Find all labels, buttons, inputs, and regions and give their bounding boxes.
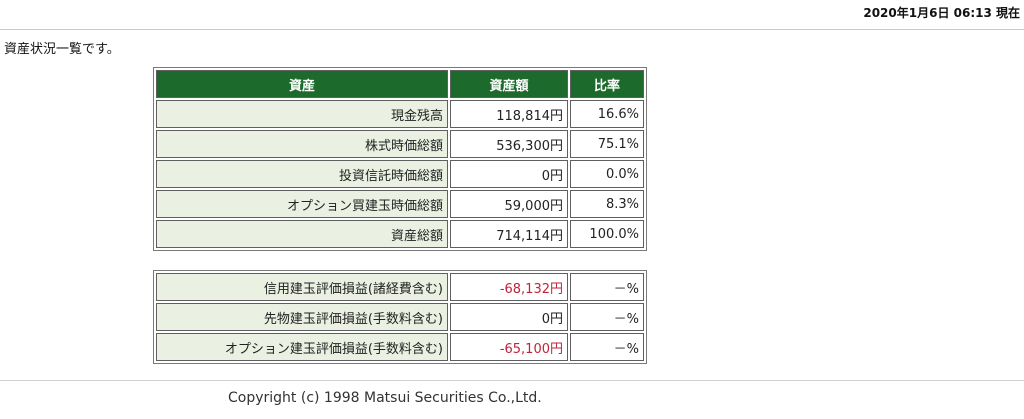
row-ratio: 75.1% bbox=[570, 130, 644, 158]
table-row-cash: 現金残高 118,814円 16.6% bbox=[156, 100, 644, 128]
footer-divider bbox=[0, 380, 1024, 381]
table-row-funds: 投資信託時価総額 0円 0.0% bbox=[156, 160, 644, 188]
row-label: 現金残高 bbox=[156, 100, 448, 128]
row-label: 投資信託時価総額 bbox=[156, 160, 448, 188]
table-row-margin-pl: 信用建玉評価損益(諸経費含む) -68,132円 －% bbox=[156, 273, 644, 301]
row-label: 先物建玉評価損益(手数料含む) bbox=[156, 303, 448, 331]
assets-table: 資産 資産額 比率 現金残高 118,814円 16.6% 株式時価総額 536… bbox=[153, 67, 647, 251]
row-amount: 0円 bbox=[450, 303, 568, 331]
table-row-stocks: 株式時価総額 536,300円 75.1% bbox=[156, 130, 644, 158]
header-ratio: 比率 bbox=[570, 70, 644, 98]
row-ratio: 16.6% bbox=[570, 100, 644, 128]
table-row-futures-pl: 先物建玉評価損益(手数料含む) 0円 －% bbox=[156, 303, 644, 331]
header-amount: 資産額 bbox=[450, 70, 568, 98]
header-asset: 資産 bbox=[156, 70, 448, 98]
row-label: オプション買建玉時価総額 bbox=[156, 190, 448, 218]
row-label: オプション建玉評価損益(手数料含む) bbox=[156, 333, 448, 361]
header-bar: 2020年1月6日 06:13 現在 bbox=[0, 0, 1024, 30]
row-amount: -65,100円 bbox=[450, 333, 568, 361]
row-ratio: －% bbox=[570, 273, 644, 301]
table-row-options-pl: オプション建玉評価損益(手数料含む) -65,100円 －% bbox=[156, 333, 644, 361]
row-ratio: 8.3% bbox=[570, 190, 644, 218]
row-amount: -68,132円 bbox=[450, 273, 568, 301]
assets-table-header-row: 資産 資産額 比率 bbox=[156, 70, 644, 98]
table-row-options-long: オプション買建玉時価総額 59,000円 8.3% bbox=[156, 190, 644, 218]
row-label: 資産総額 bbox=[156, 220, 448, 248]
row-amount: 536,300円 bbox=[450, 130, 568, 158]
as-of-datetime: 2020年1月6日 06:13 現在 bbox=[863, 6, 1020, 20]
row-ratio: 100.0% bbox=[570, 220, 644, 248]
row-amount: 0円 bbox=[450, 160, 568, 188]
row-amount: 118,814円 bbox=[450, 100, 568, 128]
row-amount: 714,114円 bbox=[450, 220, 568, 248]
row-ratio: 0.0% bbox=[570, 160, 644, 188]
table-row-total: 資産総額 714,114円 100.0% bbox=[156, 220, 644, 248]
row-amount: 59,000円 bbox=[450, 190, 568, 218]
row-label: 信用建玉評価損益(諸経費含む) bbox=[156, 273, 448, 301]
row-ratio: －% bbox=[570, 303, 644, 331]
intro-text: 資産状況一覧です。 bbox=[4, 42, 120, 57]
row-ratio: －% bbox=[570, 333, 644, 361]
copyright-text: Copyright (c) 1998 Matsui Securities Co.… bbox=[228, 390, 542, 406]
pl-table: 信用建玉評価損益(諸経費含む) -68,132円 －% 先物建玉評価損益(手数料… bbox=[153, 270, 647, 364]
row-label: 株式時価総額 bbox=[156, 130, 448, 158]
